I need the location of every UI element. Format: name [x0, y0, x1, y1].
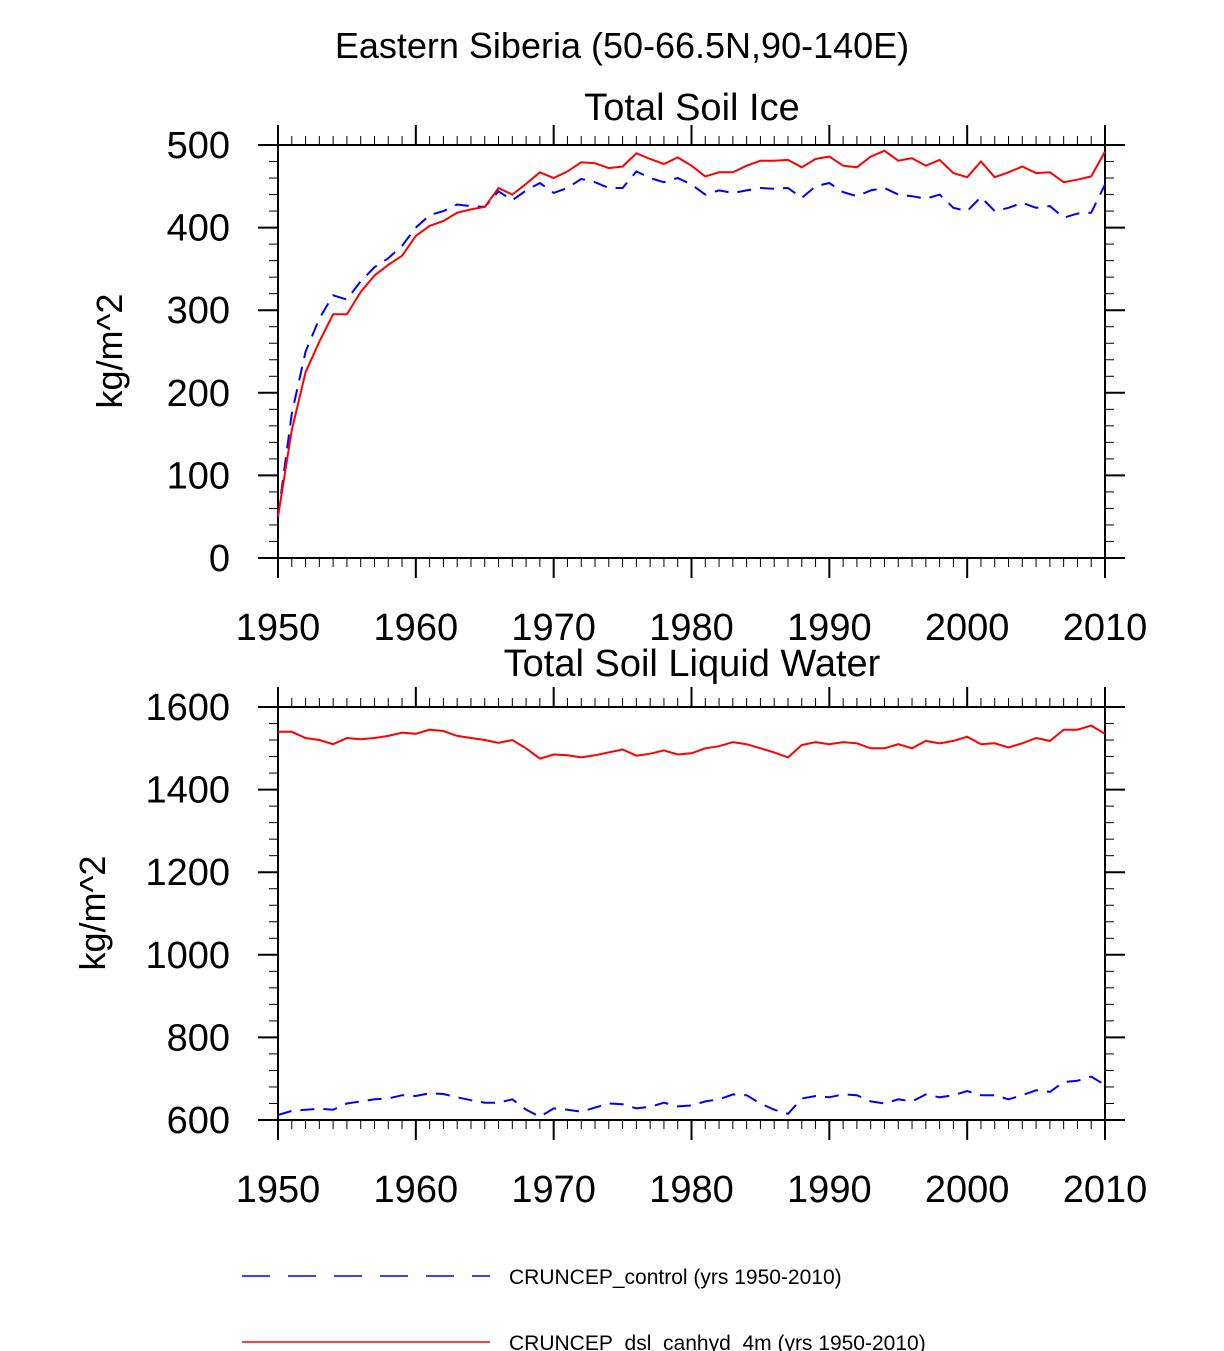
- x-tick-label: 1960: [374, 607, 459, 649]
- x-tick-label: 2010: [1063, 607, 1148, 649]
- x-tick-label: 1990: [787, 607, 872, 649]
- plot-frame: [277, 706, 1106, 1121]
- y-axis-label: kg/m^2: [72, 856, 113, 971]
- x-tick-label: 2000: [925, 607, 1010, 649]
- series-line-dsl-canhyd-4m: [278, 724, 1106, 760]
- panel-1: Total Soil Ice kg/m^2 1950 1960 1970 1980 1990…: [89, 87, 1147, 649]
- x-tick-label: 2010: [1063, 1169, 1148, 1211]
- legend-item: CRUNCEP_control (yrs 1950-2010): [242, 1266, 842, 1289]
- x-tick-label: 1950: [236, 607, 321, 649]
- y-tick-label: 800: [167, 1017, 230, 1059]
- figure-title: Eastern Siberia (50-66.5N,90-140E): [335, 25, 909, 66]
- panel-2: Total Soil Liquid Water kg/m^2 1950 1960 197…: [72, 643, 1147, 1211]
- y-axis-label: kg/m^2: [89, 294, 130, 409]
- y-tick-label: 600: [167, 1100, 230, 1142]
- x-tick-label: 1980: [649, 607, 734, 649]
- y-tick-label: 1600: [145, 687, 230, 729]
- series-line-dsl-canhyd-4m: [277, 149, 1106, 517]
- legend-label: CRUNCEP_control (yrs 1950-2010): [509, 1266, 842, 1289]
- panel-title: Total Soil Ice: [584, 87, 799, 129]
- y-tick-label: 1000: [145, 935, 230, 977]
- panel-title: Total Soil Liquid Water: [504, 643, 881, 685]
- series-line-control: [277, 170, 1106, 517]
- x-tick-label: 1980: [649, 1169, 734, 1211]
- plot-frame: [277, 144, 1106, 559]
- x-tick-label: 2000: [925, 1169, 1010, 1211]
- y-tick-label: 100: [167, 455, 230, 497]
- x-tick-label: 1990: [787, 1169, 872, 1211]
- legend-item: CRUNCEP_dsl_canhyd_4m (yrs 1950-2010): [242, 1332, 926, 1351]
- x-tick-label: 1970: [511, 607, 596, 649]
- x-tick-label: 1950: [236, 1169, 321, 1211]
- y-tick-label: 0: [209, 538, 230, 580]
- y-tick-label: 400: [167, 208, 230, 250]
- legend-label: CRUNCEP_dsl_canhyd_4m (yrs 1950-2010): [509, 1332, 926, 1351]
- x-tick-label: 1970: [511, 1169, 596, 1211]
- y-tick-label: 200: [167, 373, 230, 415]
- series-line-control: [277, 1075, 1106, 1118]
- legend: CRUNCEP_control (yrs 1950-2010) CRUNCEP_d…: [242, 1266, 926, 1351]
- x-tick-label: 1960: [374, 1169, 459, 1211]
- y-tick-label: 1200: [145, 852, 230, 894]
- y-tick-label: 1400: [145, 770, 230, 812]
- y-tick-label: 300: [167, 290, 230, 332]
- y-tick-label: 500: [167, 125, 230, 167]
